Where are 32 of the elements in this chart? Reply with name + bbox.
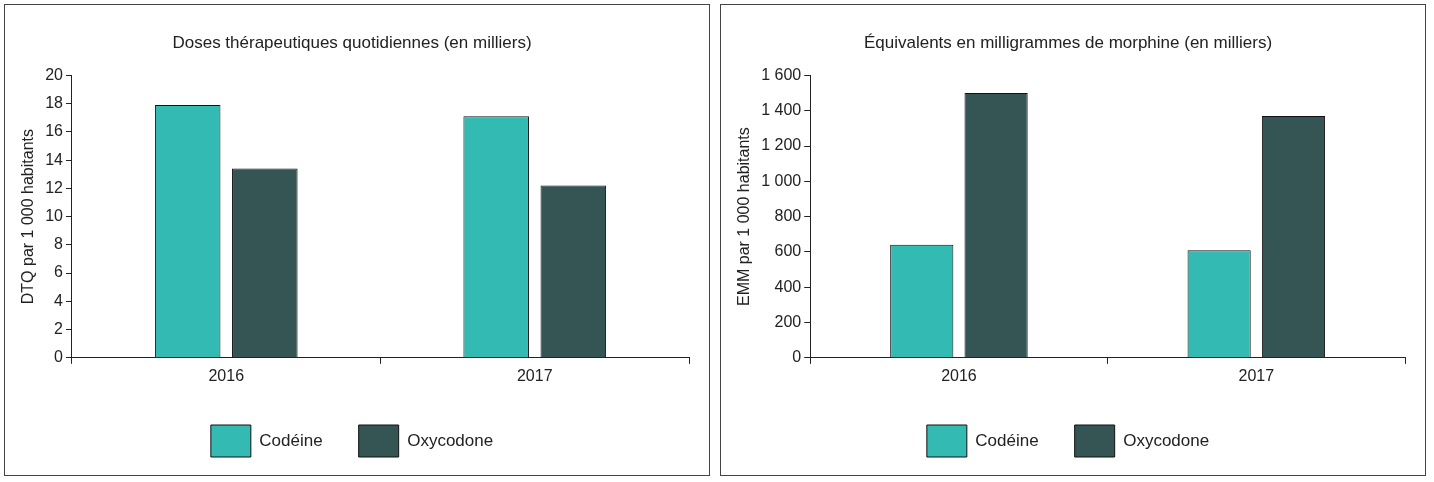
y-tick-label: 0 [792,348,802,366]
y-tick-label: 2 [54,319,64,337]
x-tick-label: 2016 [941,366,977,384]
y-tick-label: 600 [774,242,802,260]
y-tick-label: 800 [774,207,802,225]
y-tick-label: 16 [45,122,64,140]
y-axis-title: EMM par 1 000 habitants [735,127,753,306]
y-tick-label: 0 [54,348,64,366]
y-tick-label: 1 600 [761,65,802,83]
chart-title: Équivalents en milligrammes de morphine (en milliers) [863,32,1273,52]
y-tick-label: 6 [54,263,64,281]
y-tick-label: 1 400 [761,101,802,119]
y-tick-label: 200 [774,312,802,330]
y-tick-label: 400 [774,277,802,295]
x-tick-label: 2016 [208,366,245,384]
y-tick-label: 14 [45,150,64,168]
y-tick-label: 20 [45,65,64,83]
legend-label: Oxycodone [407,430,494,450]
chart-title: Doses thérapeutiques quotidiennes (en milliers) [172,32,532,52]
legend-label: Codéine [259,430,323,450]
y-tick-label: 8 [54,235,64,253]
y-tick-label: 18 [45,94,64,112]
y-tick-label: 10 [45,207,64,225]
y-tick-label: 12 [45,178,64,196]
legend-label: Codéine [975,430,1039,450]
y-tick-label: 1 000 [761,171,802,189]
y-axis-title: DTQ par 1 000 habitants [19,128,37,305]
y-tick-label: 1 200 [761,136,802,154]
x-tick-label: 2017 [516,366,553,384]
y-tick-label: 4 [54,291,64,309]
legend-label: Oxycodone [1123,430,1210,450]
x-tick-label: 2017 [1238,366,1275,384]
